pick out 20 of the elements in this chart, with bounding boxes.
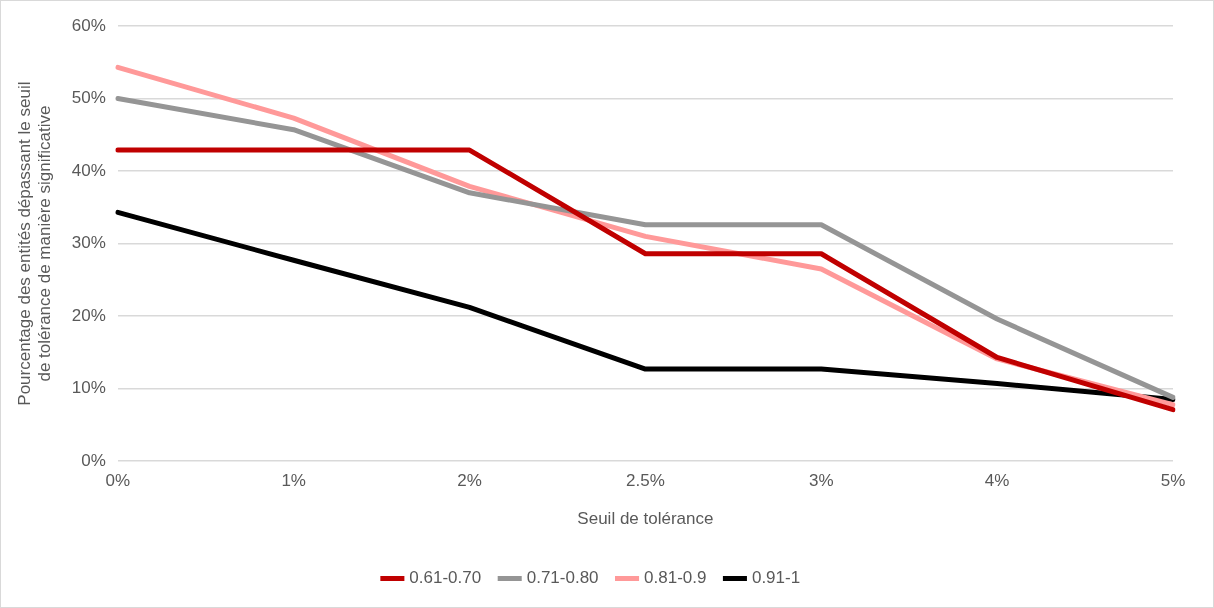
- x-axis-title: Seuil de tolérance: [577, 509, 714, 529]
- y-axis-title: Pourcentage des entités dépassant le seuil de tolérance de manière significative: [14, 81, 55, 406]
- y-tick-label: 20%: [71, 305, 106, 325]
- x-tick-label: 3%: [808, 471, 834, 491]
- x-tick-label: 4%: [984, 471, 1010, 491]
- x-tick-label: 0%: [105, 471, 131, 491]
- legend-label: 0.61-0.70: [409, 568, 482, 588]
- legend-label: 0.91-1: [751, 568, 801, 588]
- y-tick-label: 40%: [71, 160, 106, 180]
- y-tick-label: 60%: [71, 15, 106, 35]
- y-tick-label: 50%: [71, 88, 106, 108]
- y-tick-label: 30%: [71, 233, 106, 253]
- x-tick-label: 2.5%: [626, 471, 665, 491]
- y-tick-label: 10%: [71, 378, 106, 398]
- legend-label: 0.81-0.9: [644, 568, 707, 588]
- legend-label: 0.71-0.80: [526, 568, 599, 588]
- y-tick-label: 0%: [81, 450, 106, 470]
- x-tick-label: 5%: [1160, 471, 1186, 491]
- x-tick-label: 2%: [457, 471, 482, 491]
- x-tick-label: 1%: [281, 471, 306, 491]
